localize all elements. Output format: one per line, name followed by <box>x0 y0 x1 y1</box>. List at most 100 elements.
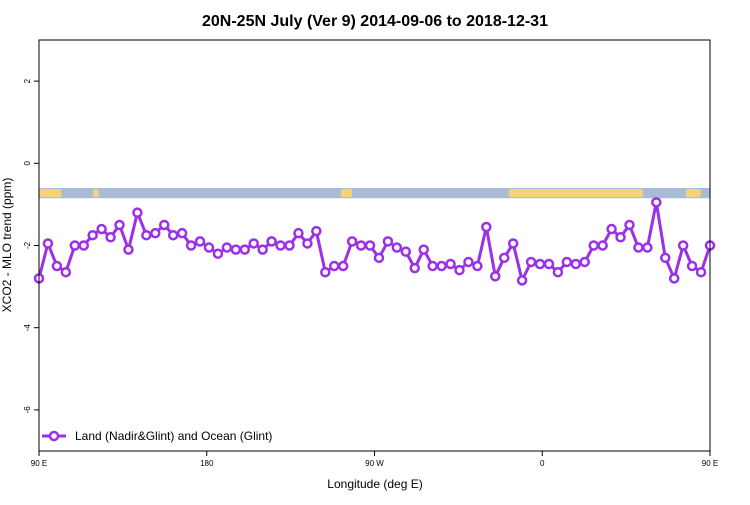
data-point <box>677 240 689 251</box>
data-point <box>552 266 564 278</box>
data-point <box>203 242 215 253</box>
land-segment <box>93 188 99 198</box>
data-point <box>382 236 394 247</box>
data-point <box>311 225 322 237</box>
data-point <box>69 240 81 251</box>
data-point <box>320 266 331 278</box>
data-point <box>391 242 403 253</box>
data-point <box>60 266 72 278</box>
land-segment <box>39 188 62 198</box>
y-tick-label: -2 <box>23 241 32 249</box>
land-segment <box>685 188 701 198</box>
data-point <box>176 227 188 239</box>
x-tick-label: 0 <box>540 459 545 468</box>
data-point <box>579 256 590 268</box>
data-point <box>96 223 107 235</box>
data-point <box>418 244 429 255</box>
data-point <box>463 256 474 268</box>
data-point <box>597 240 608 251</box>
data-point <box>668 273 680 284</box>
data-point <box>543 258 555 270</box>
y-tick-label: -4 <box>23 324 32 332</box>
data-point <box>481 221 492 233</box>
y-tick-label: 0 <box>23 161 32 166</box>
data-point <box>409 262 421 274</box>
data-point <box>167 229 179 241</box>
data-point <box>284 240 295 251</box>
data-point <box>615 232 626 243</box>
data-point <box>51 260 63 272</box>
data-point <box>606 223 617 235</box>
data-point <box>78 240 89 251</box>
data-point <box>123 244 134 255</box>
data-point <box>275 240 286 251</box>
data-point <box>445 258 456 270</box>
x-tick-label: 90 E <box>31 459 47 468</box>
data-point <box>642 242 653 253</box>
data-point <box>105 232 116 243</box>
legend-label: Land (Nadir&Glint) and Ocean (Glint) <box>75 429 272 443</box>
data-point <box>257 244 268 255</box>
series-layer <box>33 197 716 286</box>
data-point <box>230 244 242 255</box>
data-point <box>346 236 358 247</box>
data-point <box>42 238 54 249</box>
data-point <box>87 229 98 241</box>
data-point <box>141 229 152 241</box>
data-point <box>364 240 376 251</box>
legend: Land (Nadir&Glint) and Ocean (Glint) <box>42 429 272 443</box>
x-axis-label: Longitude (deg E) <box>327 477 422 491</box>
data-point <box>651 197 662 208</box>
chart-title: 20N-25N July (Ver 9) 2014-09-06 to 2018-… <box>202 13 548 30</box>
y-tick-label: -6 <box>23 406 32 414</box>
data-point <box>114 219 125 231</box>
y-axis-label: XCO2 - MLO trend (ppm) <box>0 178 14 313</box>
data-point <box>516 275 528 286</box>
data-point <box>132 207 143 218</box>
data-point <box>194 236 206 247</box>
data-point <box>686 260 698 272</box>
data-point <box>534 258 546 270</box>
data-point <box>302 238 313 249</box>
x-tick-label: 90 E <box>702 459 718 468</box>
data-point <box>150 227 161 239</box>
data-point <box>588 240 599 251</box>
data-point <box>525 256 537 268</box>
data-point <box>624 219 635 231</box>
data-point <box>498 252 510 264</box>
axes-layer: 90 E 180 90 W 0 90 E 2 0 -2 -4 -6 <box>23 39 718 468</box>
data-point <box>355 240 367 251</box>
x-tick-label: 90 W <box>365 459 384 468</box>
data-point <box>561 256 573 268</box>
land-ocean-band <box>39 187 710 199</box>
data-point <box>660 252 671 264</box>
data-point <box>248 238 259 249</box>
data-point <box>695 266 707 278</box>
data-point <box>328 260 340 272</box>
data-point <box>472 260 483 272</box>
data-point <box>337 260 349 272</box>
data-point <box>436 260 447 272</box>
data-point <box>159 219 170 231</box>
ocean-band <box>39 187 710 199</box>
data-point <box>373 252 385 264</box>
data-point <box>293 227 304 239</box>
data-point <box>454 264 465 276</box>
data-point <box>570 258 582 270</box>
legend-marker-swatch <box>48 430 60 442</box>
data-point <box>221 242 233 253</box>
data-point <box>185 240 197 251</box>
data-point <box>633 242 644 253</box>
data-point <box>266 236 277 247</box>
data-point <box>400 246 412 257</box>
data-point <box>490 271 501 282</box>
data-point <box>212 248 224 259</box>
data-point <box>507 238 519 249</box>
land-segment <box>508 188 643 198</box>
data-point <box>239 244 251 255</box>
x-tick-label: 180 <box>200 459 214 468</box>
y-tick-label: 2 <box>23 78 32 83</box>
data-point <box>427 260 438 272</box>
